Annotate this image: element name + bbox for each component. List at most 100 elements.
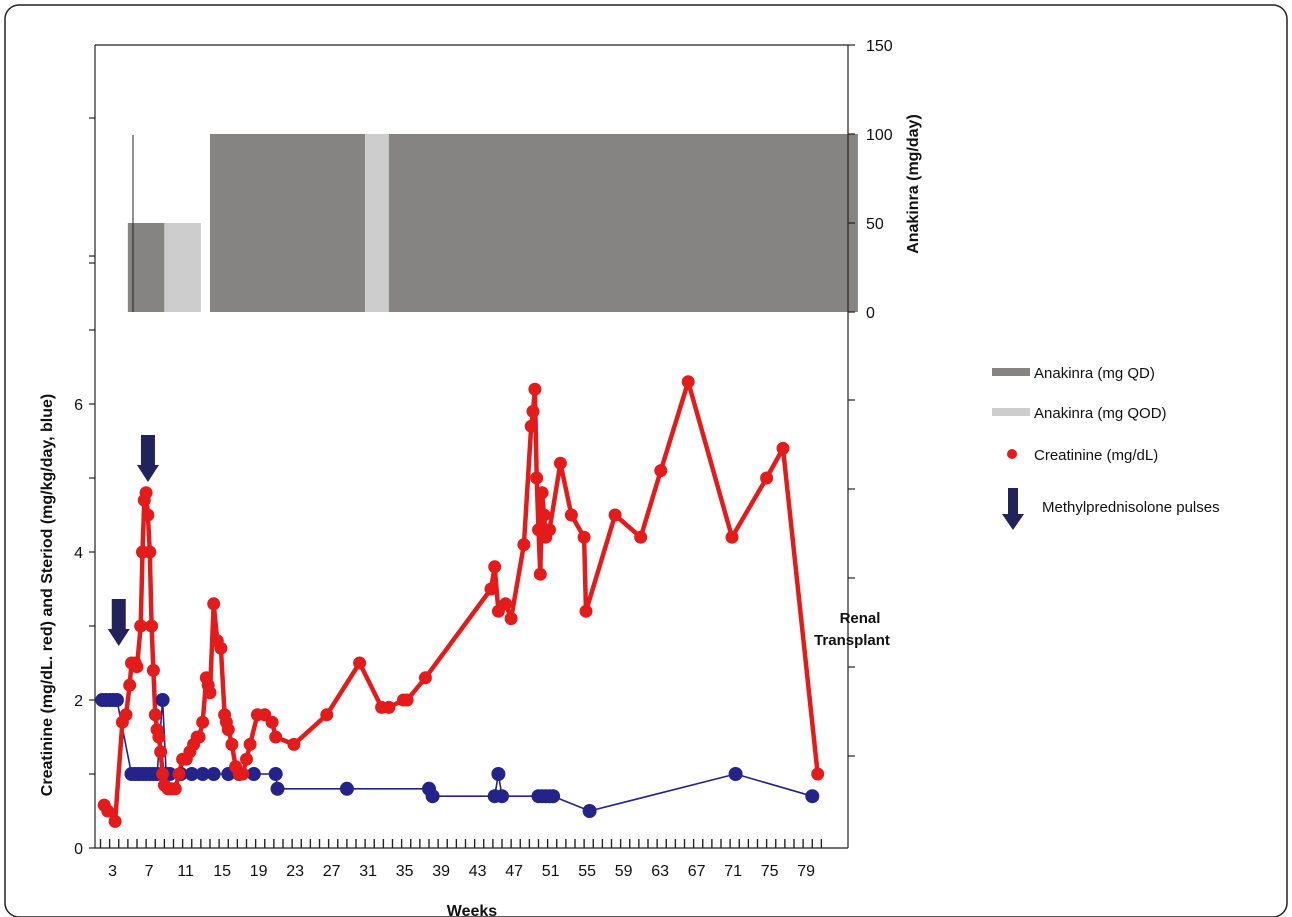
data-point bbox=[528, 382, 542, 396]
data-point bbox=[134, 619, 148, 633]
pulse-arrows bbox=[107, 435, 159, 646]
anakinra-bar bbox=[210, 134, 366, 312]
legend-symbol-creatinine bbox=[1007, 449, 1017, 459]
data-point bbox=[109, 693, 124, 707]
legend: Anakinra (mg QD) Anakinra (mg QOD) Creat… bbox=[992, 365, 1220, 530]
data-point bbox=[207, 597, 221, 611]
data-point bbox=[196, 715, 210, 729]
left-y-ticks: 0 2 4 6 bbox=[74, 117, 95, 858]
legend-label-pulses: Methylprednisolone pulses bbox=[1042, 499, 1220, 516]
x-tick-label: 23 bbox=[286, 863, 304, 880]
data-point bbox=[265, 715, 279, 729]
data-point bbox=[154, 745, 168, 759]
anakinra-bar bbox=[365, 134, 389, 312]
anakinra-bar bbox=[127, 223, 165, 312]
data-point bbox=[577, 530, 591, 544]
x-tick-label: 79 bbox=[797, 863, 815, 880]
left-y-tick-label: 4 bbox=[74, 545, 83, 562]
data-point bbox=[287, 737, 301, 751]
pulse-arrow-icon bbox=[107, 599, 130, 646]
x-tick-label: 63 bbox=[651, 863, 669, 880]
x-tick-label: 35 bbox=[396, 863, 414, 880]
data-point bbox=[499, 597, 513, 611]
data-point bbox=[320, 708, 334, 722]
data-point bbox=[119, 708, 133, 722]
left-y-tick-label: 2 bbox=[74, 693, 83, 710]
anakinra-bar bbox=[164, 223, 201, 312]
data-point bbox=[192, 730, 206, 744]
legend-swatch-anakinra-qd bbox=[992, 368, 1030, 376]
data-point bbox=[634, 530, 648, 544]
data-point bbox=[533, 567, 547, 581]
left-y-tick-label: 6 bbox=[74, 397, 83, 414]
data-point bbox=[579, 604, 593, 618]
data-point bbox=[524, 419, 538, 433]
data-point bbox=[195, 767, 210, 781]
data-point bbox=[108, 814, 122, 828]
data-point bbox=[811, 767, 825, 781]
x-tick-label: 51 bbox=[542, 863, 560, 880]
data-point bbox=[488, 560, 502, 574]
data-point bbox=[155, 693, 170, 707]
right-y-tick-label: 50 bbox=[866, 216, 884, 233]
data-point bbox=[172, 767, 186, 781]
series-points bbox=[95, 375, 825, 828]
figure-border bbox=[4, 4, 1288, 917]
x-tick-label: 19 bbox=[250, 863, 268, 880]
x-tick-label: 7 bbox=[145, 863, 154, 880]
right-y-axis-title: Anakinra (mg/day) bbox=[905, 114, 922, 254]
data-point bbox=[654, 464, 668, 478]
x-tick-label: 47 bbox=[505, 863, 523, 880]
data-point bbox=[418, 671, 432, 685]
x-tick-label: 59 bbox=[615, 863, 633, 880]
x-tick-label: 3 bbox=[108, 863, 117, 880]
legend-symbol-pulse-arrow-icon bbox=[1002, 488, 1024, 530]
data-point bbox=[564, 508, 578, 522]
legend-label-anakinra-qod: Anakinra (mg QOD) bbox=[1034, 405, 1167, 422]
data-point bbox=[728, 767, 743, 781]
legend-swatch-anakinra-qod bbox=[992, 408, 1030, 416]
data-point bbox=[353, 656, 367, 670]
data-point bbox=[214, 641, 228, 655]
data-point bbox=[339, 781, 354, 796]
data-point bbox=[269, 730, 283, 744]
annotation-line-1: Renal bbox=[840, 610, 881, 627]
data-point bbox=[608, 508, 622, 522]
x-tick-label: 43 bbox=[469, 863, 487, 880]
data-point bbox=[152, 730, 166, 744]
data-point bbox=[221, 723, 235, 737]
x-tick-label: 71 bbox=[724, 863, 742, 880]
data-point bbox=[143, 545, 157, 559]
right-y-tick-label: 100 bbox=[866, 127, 893, 144]
data-point bbox=[425, 789, 440, 804]
annotation-line-2: Transplant bbox=[814, 632, 890, 649]
data-point bbox=[146, 663, 160, 677]
x-tick-label: 27 bbox=[323, 863, 341, 880]
left-y-axis-title: Creatinine (mg/dL. red) and Steriod (mg/… bbox=[39, 394, 56, 796]
data-point bbox=[168, 782, 182, 796]
data-point bbox=[582, 804, 597, 818]
series-line bbox=[102, 699, 813, 812]
x-tick-label: 75 bbox=[761, 863, 779, 880]
data-point bbox=[537, 508, 551, 522]
data-point bbox=[139, 486, 153, 500]
data-point bbox=[553, 456, 567, 470]
data-point bbox=[240, 752, 253, 766]
data-point bbox=[382, 700, 396, 714]
legend-label-anakinra-qd: Anakinra (mg QD) bbox=[1034, 365, 1155, 382]
data-point bbox=[760, 471, 774, 485]
x-tick-label: 15 bbox=[213, 863, 231, 880]
data-point bbox=[243, 737, 257, 751]
x-tick-label: 39 bbox=[432, 863, 450, 880]
data-point bbox=[400, 693, 414, 707]
left-y-tick-label: 0 bbox=[74, 841, 83, 858]
data-point bbox=[246, 767, 261, 781]
axes bbox=[94, 44, 849, 849]
data-point bbox=[543, 523, 556, 537]
anakinra-bar bbox=[388, 134, 858, 312]
anakinra-bars bbox=[127, 134, 858, 312]
right-y-tick-label: 150 bbox=[866, 38, 893, 55]
data-point bbox=[517, 538, 531, 552]
